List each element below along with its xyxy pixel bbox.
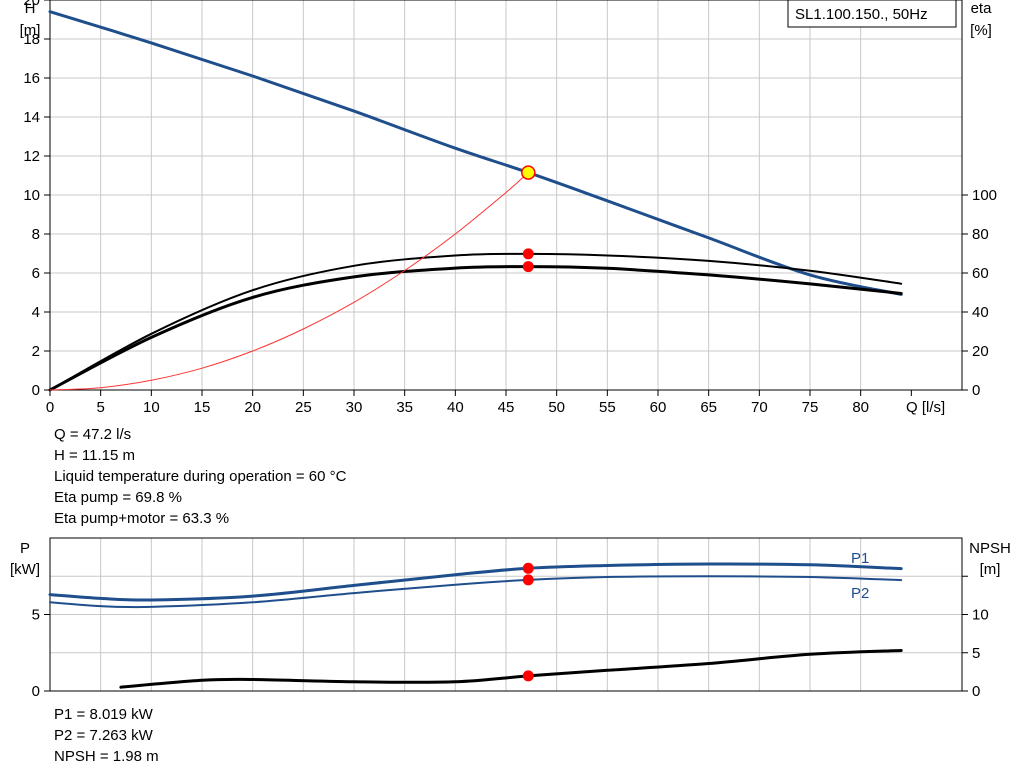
pump-title-box [787, 0, 957, 28]
y-tick-label: 12 [23, 148, 40, 165]
eta-pump-point-marker [522, 248, 534, 260]
x-tick-label: 60 [650, 399, 667, 416]
info-eta-pump-motor: Eta pump+motor = 63.3 % [54, 510, 230, 527]
pump-title: SL1.100.150., 50Hz [795, 6, 928, 23]
duty-point-marker [521, 165, 536, 180]
eta-axis-label: eta [971, 0, 993, 17]
head-axis-unit: [m] [20, 22, 41, 39]
eta-pump-motor-curve [48, 265, 903, 392]
P1-curve [48, 562, 903, 602]
NPSH-curve [119, 649, 903, 689]
x-tick-label: 55 [599, 399, 616, 416]
system-curve-curve [49, 172, 529, 391]
P1-point-marker [522, 562, 534, 574]
bottom-chart-ticks: 0 5 0 5 10 [32, 575, 989, 700]
power-axis-unit: [kW] [10, 561, 40, 578]
y2-tick-label: 60 [972, 265, 989, 282]
y2-tick-label: 100 [972, 187, 997, 204]
y-tick-label: 8 [32, 226, 40, 243]
x-tick-label: 30 [346, 399, 363, 416]
x-tick-label: 45 [498, 399, 515, 416]
eta-pump-motor-point-marker [522, 261, 534, 273]
y-tick-label: 4 [32, 304, 40, 321]
operating-points [521, 165, 536, 682]
y-tick-label: 18 [23, 31, 40, 48]
y-tick-label: 0 [32, 683, 40, 700]
x-tick-label: 5 [96, 399, 104, 416]
x-tick-label: 10 [143, 399, 160, 416]
flow-axis-label: Q [l/s] [906, 399, 945, 416]
info-head: H = 11.15 m [54, 447, 136, 464]
y-tick-label: 2 [32, 343, 40, 360]
y2-tick-label: 5 [972, 645, 980, 662]
y-tick-label: 6 [32, 265, 40, 282]
eta-pump-curve [49, 252, 903, 391]
x-tick-label: 0 [46, 399, 54, 416]
y-tick-label: 5 [32, 607, 40, 624]
x-tick-label: 80 [852, 399, 869, 416]
info-liquid-temperature: Liquid temperature during operation = 60… [54, 468, 347, 485]
bottom-chart-grid [49, 538, 962, 691]
P2-point-marker [522, 574, 534, 586]
x-tick-label: 35 [396, 399, 413, 416]
x-tick-label: 70 [751, 399, 768, 416]
x-tick-label: 75 [802, 399, 819, 416]
npsh-axis-label: NPSH [969, 540, 1011, 557]
y-tick-label: 0 [32, 382, 40, 399]
x-tick-label: 20 [244, 399, 261, 416]
P2-curve [49, 575, 903, 609]
power-axis-label: P [20, 540, 30, 557]
info-p1: P1 = 8.019 kW [54, 706, 153, 723]
x-tick-label: 15 [194, 399, 211, 416]
head-curve [48, 10, 903, 296]
eta-axis-unit: [%] [970, 22, 992, 39]
bottom-chart-series [48, 562, 903, 689]
y2-tick-label: 10 [972, 607, 989, 624]
y2-tick-label: 80 [972, 226, 989, 243]
y2-tick-label: 20 [972, 343, 989, 360]
x-tick-label: 65 [700, 399, 717, 416]
NPSH-point-marker [522, 670, 534, 682]
p1-series-label: P1 [851, 550, 869, 567]
info-p2: P2 = 7.263 kW [54, 727, 153, 744]
y2-tick-label: 40 [972, 304, 989, 321]
y-tick-label: 10 [23, 187, 40, 204]
x-tick-label: 50 [548, 399, 565, 416]
top-chart-grid [49, 0, 962, 390]
npsh-axis-unit: [m] [980, 561, 1001, 578]
info-npsh: NPSH = 1.98 m [54, 748, 159, 765]
x-tick-label: 25 [295, 399, 312, 416]
top-chart-series [48, 10, 903, 392]
y2-tick-label: 0 [972, 382, 980, 399]
head-axis-label: H [25, 0, 36, 17]
y-tick-label: 14 [23, 109, 40, 126]
y2-tick-label: 0 [972, 683, 980, 700]
p2-series-label: P2 [851, 585, 869, 602]
info-flow: Q = 47.2 l/s [54, 426, 132, 443]
y-tick-label: 20 [23, 0, 40, 9]
operating-info-bottom: P1 = 8.019 kW P2 = 7.263 kW NPSH = 1.98 … [54, 704, 159, 767]
info-eta-pump: Eta pump = 69.8 % [54, 489, 182, 506]
y-tick-label: 16 [23, 70, 40, 87]
top-chart-ticks: 0 5 10 15 20 25 30 35 40 45 50 55 60 65 70 75 80 0 2 4 6 8 10 1… [23, 0, 997, 416]
x-tick-label: 40 [447, 399, 464, 416]
operating-info-top: Q = 47.2 l/s H = 11.15 m Liquid temperat… [54, 424, 346, 529]
